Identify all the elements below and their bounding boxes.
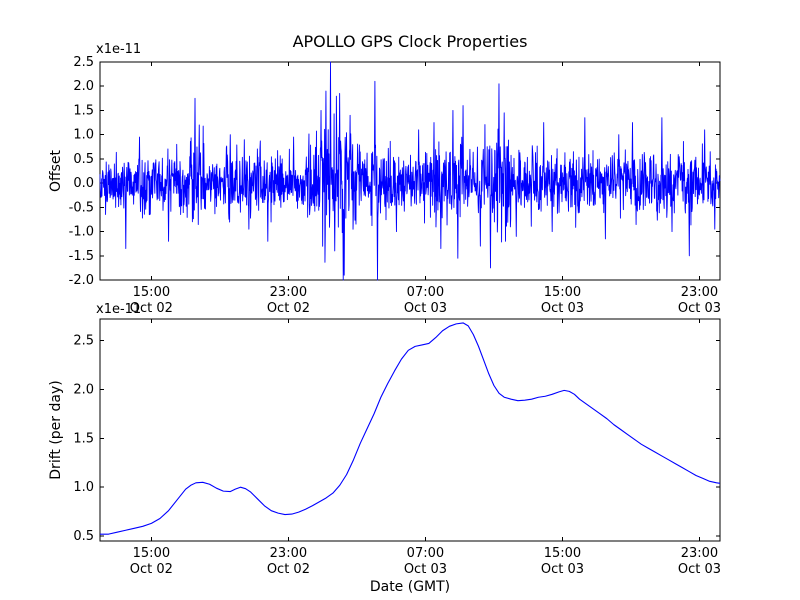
axes-frame bbox=[99, 318, 721, 542]
x-tick-time-label: 07:00 bbox=[407, 546, 444, 561]
x-tick-time-label: 23:00 bbox=[270, 546, 307, 561]
x-tick-time-label: 23:00 bbox=[681, 546, 718, 561]
y-tick-label: 1.5 bbox=[73, 431, 94, 446]
x-tick-time-label: 15:00 bbox=[544, 546, 581, 561]
y-tick-label: 0.0 bbox=[73, 176, 94, 191]
x-tick-time-label: 07:00 bbox=[407, 285, 444, 300]
x-tick-date-label: Oct 03 bbox=[541, 301, 584, 316]
y-tick-label: -0.5 bbox=[69, 200, 94, 215]
y-tick-label: 1.5 bbox=[73, 103, 94, 118]
drift-scale-label: x1e-11 bbox=[96, 302, 141, 317]
x-tick-date-label: Oct 03 bbox=[678, 301, 721, 316]
chart-title: APOLLO GPS Clock Properties bbox=[293, 32, 528, 51]
offset-scale-label: x1e-11 bbox=[96, 42, 141, 57]
y-tick-label: 0.5 bbox=[73, 529, 94, 544]
y-tick-label: -1.0 bbox=[69, 225, 94, 240]
y-tick-label: 1.0 bbox=[73, 128, 94, 143]
x-tick-time-label: 23:00 bbox=[270, 285, 307, 300]
offset-axis-label: Offset bbox=[48, 149, 64, 192]
x-tick-time-label: 15:00 bbox=[133, 546, 170, 561]
offset-series-line bbox=[99, 61, 721, 281]
y-tick-label: 2.0 bbox=[73, 382, 94, 397]
x-axis-label: Date (GMT) bbox=[370, 579, 450, 595]
x-tick-date-label: Oct 03 bbox=[541, 562, 584, 577]
x-tick-date-label: Oct 03 bbox=[404, 301, 447, 316]
drift-series-line bbox=[100, 322, 721, 535]
x-tick-date-label: Oct 03 bbox=[678, 562, 721, 577]
y-tick-label: 2.0 bbox=[73, 79, 94, 94]
y-tick-label: 2.5 bbox=[73, 55, 94, 70]
y-tick-label: -2.0 bbox=[69, 273, 94, 288]
x-tick-date-label: Oct 02 bbox=[130, 301, 173, 316]
x-tick-date-label: Oct 02 bbox=[267, 301, 310, 316]
y-tick-label: 2.5 bbox=[73, 334, 94, 349]
y-tick-label: 1.0 bbox=[73, 480, 94, 495]
drift-axis-label: Drift (per day) bbox=[48, 380, 64, 479]
y-tick-label: 0.5 bbox=[73, 152, 94, 167]
x-tick-time-label: 23:00 bbox=[681, 285, 718, 300]
axes-frame bbox=[99, 61, 721, 281]
x-tick-time-label: 15:00 bbox=[133, 285, 170, 300]
x-tick-time-label: 15:00 bbox=[544, 285, 581, 300]
x-tick-date-label: Oct 02 bbox=[267, 562, 310, 577]
x-tick-date-label: Oct 03 bbox=[404, 562, 447, 577]
y-tick-label: -1.5 bbox=[69, 249, 94, 264]
x-tick-date-label: Oct 02 bbox=[130, 562, 173, 577]
